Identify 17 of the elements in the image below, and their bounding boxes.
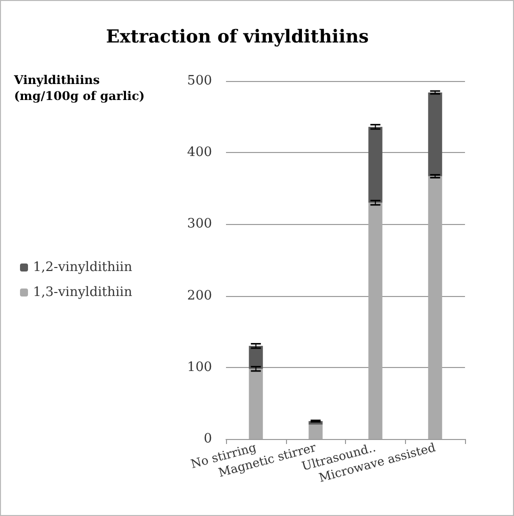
bar [368,126,382,203]
bar [428,92,442,176]
y-tick-label: 500 [187,74,212,88]
y-tick-label: 100 [187,360,212,375]
bar [428,176,442,439]
legend-label: 1,2-vinyldithiin [33,260,133,275]
bar [248,368,263,439]
bar [248,346,263,369]
y-tick-label: 200 [187,288,212,304]
y-axis-title: Vinyldithiins (mg/100g of garlic) [13,73,145,103]
bar [368,202,382,439]
y-tick-label: 0 [204,432,212,446]
bar [308,424,323,439]
y-tick-label: 300 [187,216,212,232]
y-tick-label: 400 [187,145,212,160]
legend-label: 1,3-vinyldithiin [33,285,133,300]
chart-title: Extraction of vinyldithiins [106,26,369,48]
